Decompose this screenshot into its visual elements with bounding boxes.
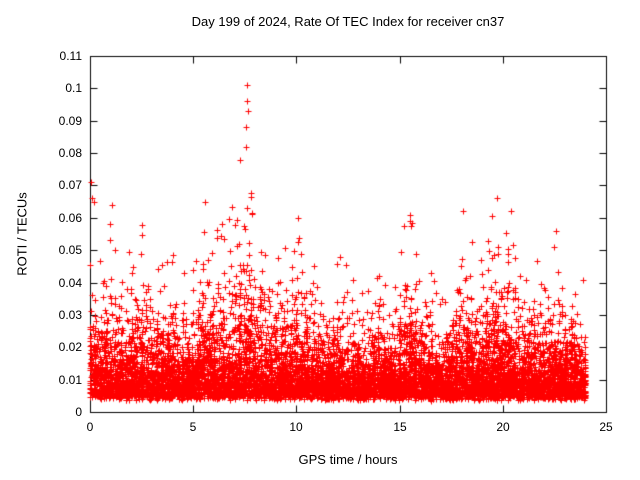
y-tick-label: 0.04 (58, 276, 82, 290)
x-tick-label: 20 (496, 420, 510, 434)
x-tick-label: 0 (86, 420, 94, 434)
x-tick-label: 5 (189, 420, 197, 434)
y-tick-label: 0.06 (58, 211, 82, 225)
x-tick-label: 25 (599, 420, 613, 434)
y-tick-label: 0.09 (58, 114, 82, 128)
y-tick-label: 0.11 (59, 49, 82, 63)
y-tick-label: 0.02 (58, 340, 82, 354)
y-axis-label: ROTI / TECUs (14, 192, 30, 276)
x-tick-label: 10 (289, 420, 303, 434)
y-tick-label: 0.03 (58, 308, 82, 322)
x-axis-label: GPS time / hours (298, 452, 398, 467)
y-tick-label: 0 (75, 405, 82, 419)
y-tick-label: 0.07 (58, 178, 82, 192)
y-tick-label: 0.08 (58, 146, 82, 160)
y-tick-label: 0.05 (58, 243, 82, 257)
x-tick-label: 15 (393, 420, 407, 434)
y-tick-label: 0.1 (65, 81, 82, 95)
y-tick-label: 0.01 (58, 373, 82, 387)
chart-title: Day 199 of 2024, Rate Of TEC Index for r… (191, 14, 505, 29)
